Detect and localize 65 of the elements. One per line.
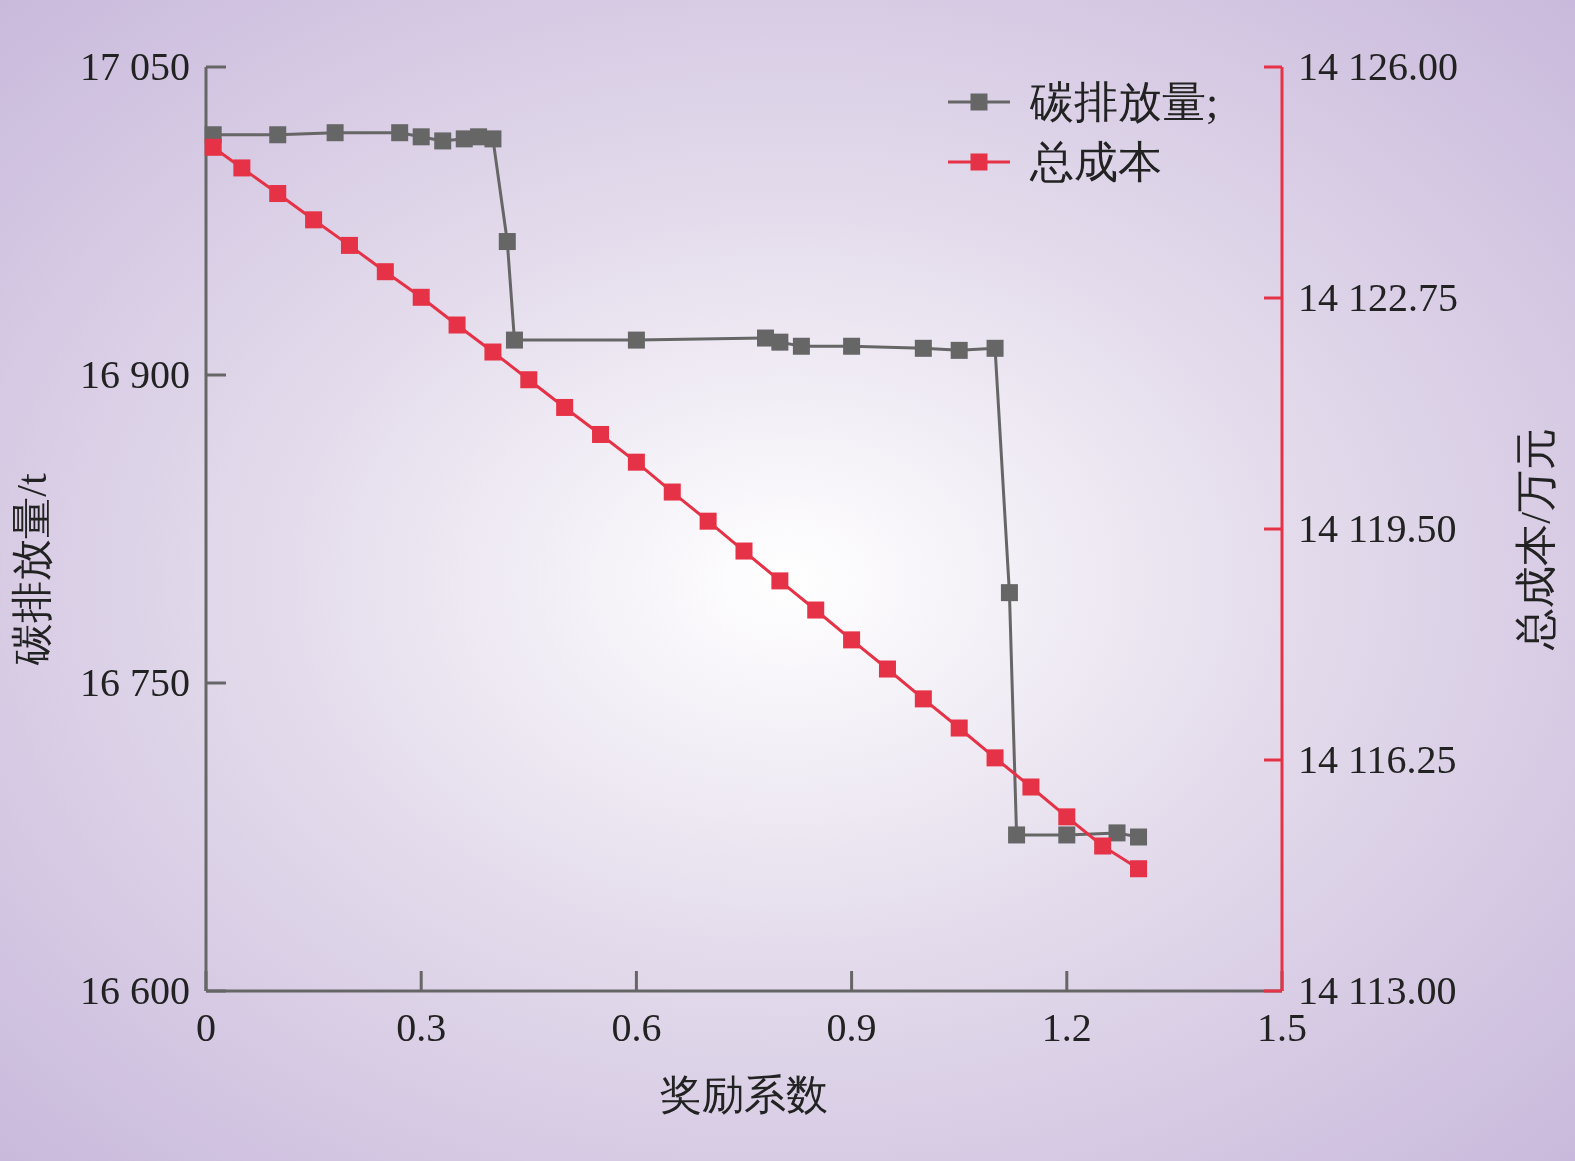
point [340,236,358,254]
point [1130,860,1148,878]
point [771,333,789,351]
x-tick-label: 0 [196,1005,216,1050]
point [376,263,394,281]
point [807,601,825,619]
x-tick-label: 1.2 [1041,1005,1092,1050]
legend-label: 总成本 [1029,138,1162,187]
y-axis-title: 碳排放量/t [9,473,55,666]
y-tick-label: 16 900 [80,352,190,397]
x-tick-label: 0.6 [611,1005,662,1050]
point [1130,828,1148,846]
y2-tick-label: 14 116.25 [1298,737,1457,782]
point [843,337,861,355]
point [326,124,344,142]
x-tick-label: 0.9 [826,1005,877,1050]
point [986,749,1004,767]
y-tick-label: 16 600 [80,968,190,1013]
point [663,483,681,501]
y2-tick-label: 14 119.50 [1298,506,1457,551]
point [792,337,810,355]
point [448,316,466,334]
point [771,572,789,590]
y-tick-label: 16 750 [80,660,190,705]
point [735,542,753,560]
point [950,341,968,359]
y-tick-label: 17 050 [80,44,190,89]
y2-tick-label: 14 122.75 [1298,275,1458,320]
point [484,343,502,361]
point [412,128,430,146]
point [950,719,968,737]
point [484,130,502,148]
point [627,453,645,471]
point [592,425,610,443]
y2-tick-label: 14 126.00 [1298,44,1458,89]
point [1058,826,1076,844]
point [627,331,645,349]
point [1022,778,1040,796]
point [914,690,932,708]
point [391,124,409,142]
point [986,339,1004,357]
point [520,371,538,389]
point [914,339,932,357]
point [233,159,251,177]
point [556,398,574,416]
point [498,233,516,251]
x-tick-label: 0.3 [396,1005,447,1050]
point [305,211,323,229]
legend-label: 碳排放量; [1029,78,1219,127]
point [434,132,452,150]
point [204,138,222,156]
point [269,185,287,203]
y2-axis-title: 总成本/万元 [1513,428,1559,651]
point [843,631,861,649]
point [1008,826,1026,844]
x-axis-title: 奖励系数 [660,1072,828,1118]
point [505,331,523,349]
point [1058,808,1076,826]
point [269,126,287,144]
point [1108,824,1126,842]
point [1000,584,1018,602]
point [1094,837,1112,855]
point [878,660,896,678]
point [412,288,430,306]
point [699,512,717,530]
